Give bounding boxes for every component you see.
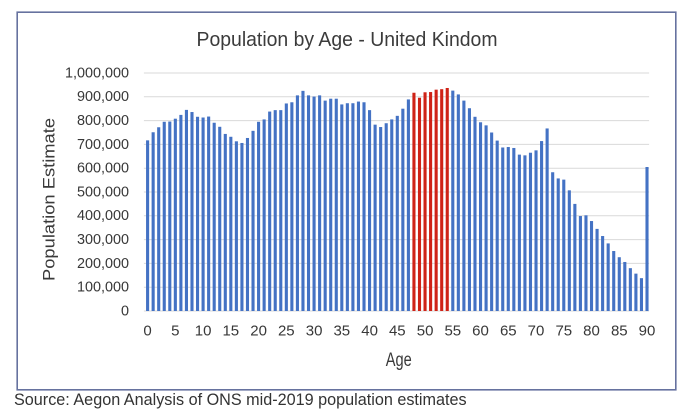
svg-text:60: 60 <box>472 323 489 340</box>
svg-text:70: 70 <box>528 323 545 340</box>
svg-text:800,000: 800,000 <box>77 113 129 129</box>
svg-text:Population by Age - United Kin: Population by Age - United Kindom <box>197 29 498 51</box>
svg-text:30: 30 <box>306 323 323 340</box>
svg-text:1,000,000: 1,000,000 <box>65 65 129 81</box>
svg-text:300,000: 300,000 <box>77 232 129 248</box>
svg-text:5: 5 <box>171 323 179 340</box>
svg-text:85: 85 <box>611 323 628 340</box>
svg-text:15: 15 <box>222 323 239 340</box>
svg-text:65: 65 <box>500 323 517 340</box>
svg-text:600,000: 600,000 <box>77 161 129 177</box>
svg-text:55: 55 <box>444 323 461 340</box>
svg-text:700,000: 700,000 <box>77 137 129 153</box>
svg-text:75: 75 <box>555 323 572 340</box>
svg-text:0: 0 <box>121 303 129 319</box>
svg-text:900,000: 900,000 <box>77 89 129 105</box>
svg-text:25: 25 <box>278 323 295 340</box>
svg-text:0: 0 <box>143 323 151 340</box>
svg-text:20: 20 <box>250 323 267 340</box>
svg-text:40: 40 <box>361 323 378 340</box>
svg-text:50: 50 <box>417 323 434 340</box>
svg-text:45: 45 <box>389 323 406 340</box>
svg-text:500,000: 500,000 <box>77 184 129 200</box>
svg-text:400,000: 400,000 <box>77 208 129 224</box>
svg-text:100,000: 100,000 <box>77 280 129 296</box>
svg-text:Population Estimate: Population Estimate <box>39 118 58 281</box>
svg-text:80: 80 <box>583 323 600 340</box>
svg-text:35: 35 <box>333 323 350 340</box>
svg-text:200,000: 200,000 <box>77 256 129 272</box>
svg-text:Source: Aegon Analysis of ONS: Source: Aegon Analysis of ONS mid-2019 p… <box>14 391 467 409</box>
svg-text:Age: Age <box>386 350 412 371</box>
svg-text:90: 90 <box>639 323 656 340</box>
svg-text:10: 10 <box>195 323 212 340</box>
